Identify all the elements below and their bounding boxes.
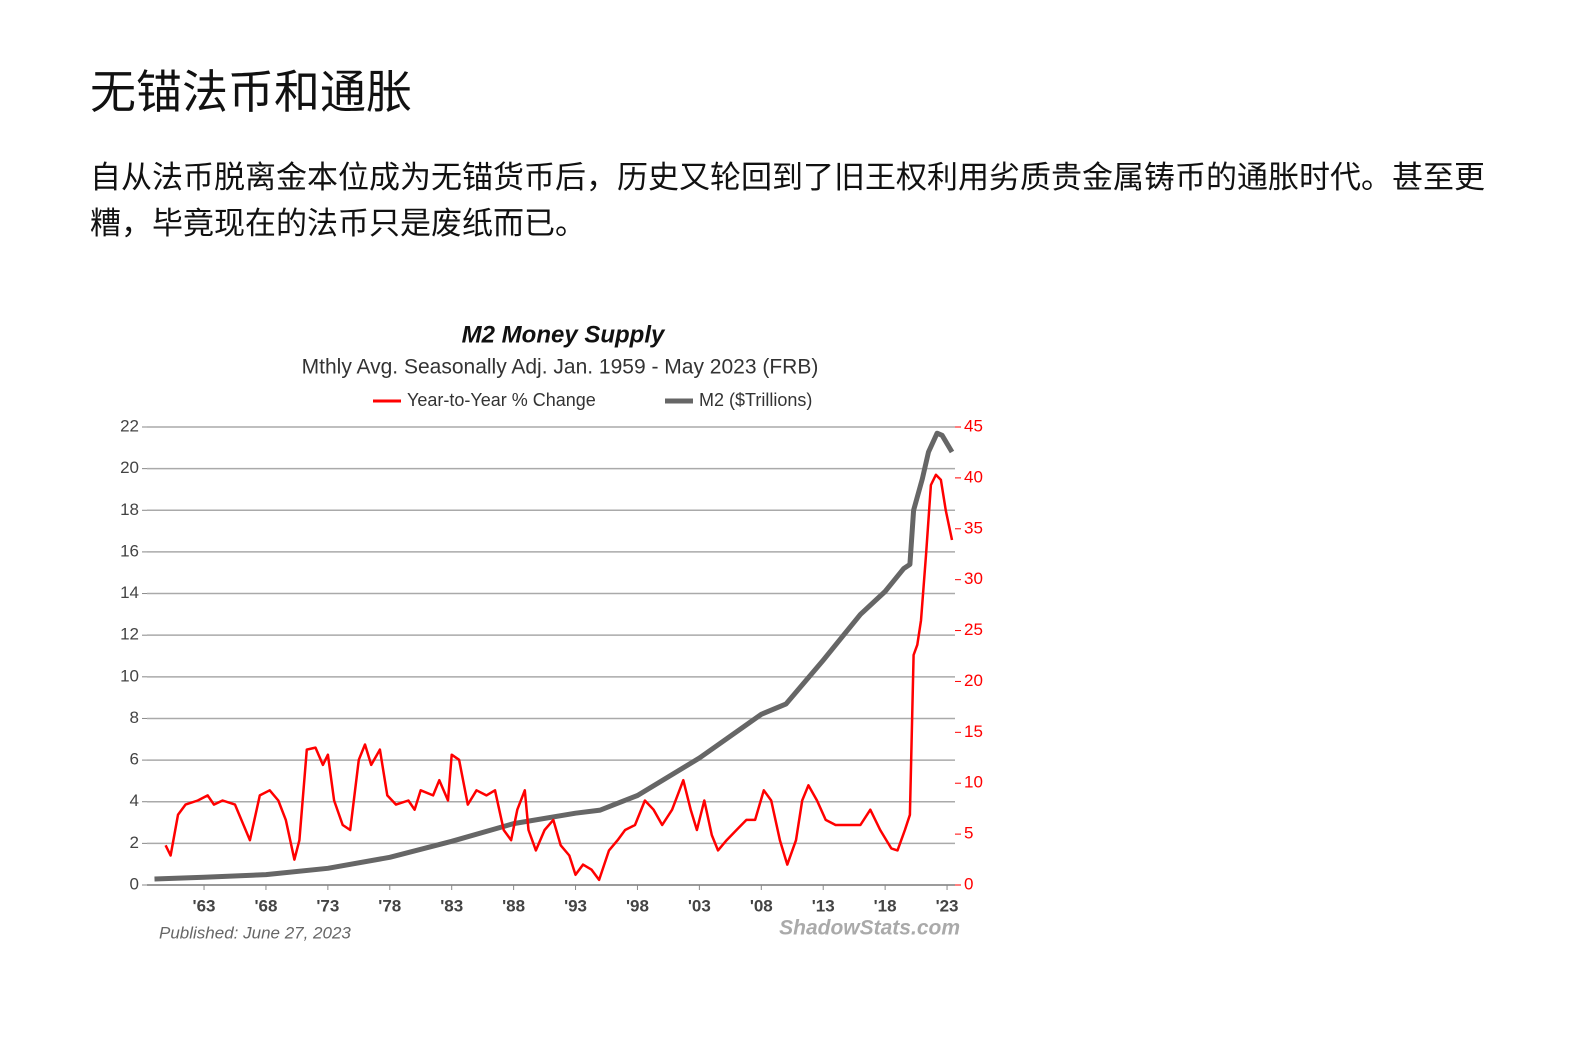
y2-tick-label: 10 xyxy=(964,773,983,792)
y2-tick-label: 40 xyxy=(964,467,983,486)
series-line xyxy=(164,473,954,882)
y-tick-label: 8 xyxy=(130,708,139,727)
y-tick-label: 12 xyxy=(120,625,139,644)
y-tick-label: 2 xyxy=(130,833,139,852)
y2-tick-label: 20 xyxy=(964,671,983,690)
y2-tick-label: 15 xyxy=(964,722,983,741)
x-tick-label: '63 xyxy=(193,896,216,915)
published-note: Published: June 27, 2023 xyxy=(159,923,351,942)
y-tick-label: 0 xyxy=(130,874,139,893)
heading: 无锚法币和通胀 xyxy=(90,65,412,119)
y-tick-label: 20 xyxy=(120,458,139,477)
x-tick-label: '98 xyxy=(626,896,649,915)
x-tick-label: '93 xyxy=(564,896,587,915)
source-note: ShadowStats.com xyxy=(779,917,960,940)
x-tick-label: '23 xyxy=(936,896,959,915)
y-tick-label: 10 xyxy=(120,666,139,685)
y-tick-label: 4 xyxy=(130,791,139,810)
x-tick-label: '83 xyxy=(440,896,463,915)
y-tick-label: 22 xyxy=(120,416,139,435)
x-tick-label: '08 xyxy=(750,896,773,915)
y-tick-label: 16 xyxy=(120,541,139,560)
x-tick-label: '78 xyxy=(378,896,401,915)
y2-tick-label: 35 xyxy=(964,518,983,537)
x-tick-label: '18 xyxy=(874,896,897,915)
y-tick-label: 14 xyxy=(120,583,139,602)
y-tick-label: 6 xyxy=(130,750,139,769)
y2-tick-label: 30 xyxy=(964,569,983,588)
legend-label: M2 ($Trillions) xyxy=(699,390,812,410)
x-tick-label: '88 xyxy=(502,896,525,915)
x-tick-label: '73 xyxy=(316,896,339,915)
y-tick-label: 18 xyxy=(120,500,139,519)
y2-tick-label: 25 xyxy=(964,620,983,639)
series-line xyxy=(154,430,955,882)
legend-label: Year-to-Year % Change xyxy=(407,390,596,410)
chart-subtitle: Mthly Avg. Seasonally Adj. Jan. 1959 - M… xyxy=(302,356,819,379)
y2-tick-label: 45 xyxy=(964,416,983,435)
x-tick-label: '03 xyxy=(688,896,711,915)
x-tick-label: '13 xyxy=(812,896,835,915)
x-tick-label: '68 xyxy=(254,896,277,915)
chart-title: M2 Money Supply xyxy=(462,321,666,348)
y2-tick-label: 0 xyxy=(964,874,973,893)
y2-tick-label: 5 xyxy=(964,824,973,843)
paragraph: 自从法币脱离金本位成为无锚货币后，历史又轮回到了旧王权利用劣质贵金属铸币的通胀时… xyxy=(90,160,1485,242)
